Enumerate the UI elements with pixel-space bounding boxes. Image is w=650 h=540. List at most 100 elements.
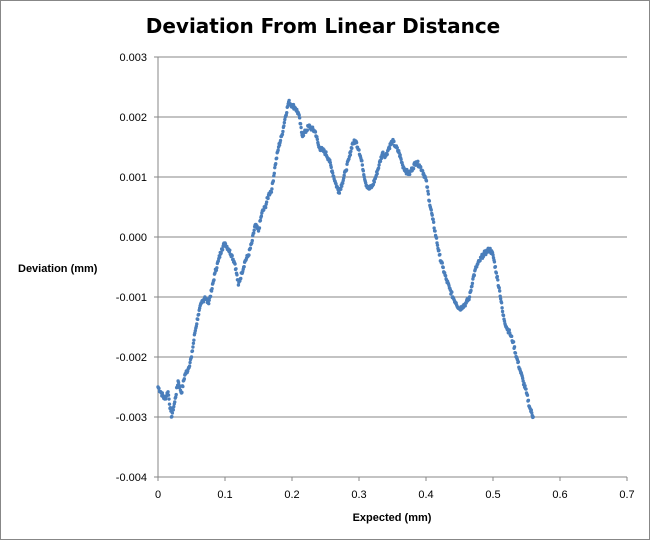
data-point: [524, 387, 528, 391]
data-point: [210, 286, 214, 291]
data-point: [157, 386, 161, 391]
data-point: [239, 276, 243, 281]
data-point: [301, 133, 306, 138]
x-tick-label: 0.4: [418, 489, 433, 501]
data-point: [263, 205, 268, 210]
y-tick-label: -0.003: [116, 412, 147, 424]
data-point: [469, 288, 473, 293]
x-tick-labels: 0 0.1 0.2 0.3 0.4 0.5 0.6 0.7: [155, 489, 635, 501]
data-point: [341, 181, 345, 185]
data-point: [381, 150, 385, 154]
data-point: [516, 360, 521, 364]
data-point: [277, 143, 282, 147]
data-point: [342, 173, 346, 178]
data-point: [233, 262, 237, 266]
data-point: [362, 175, 366, 179]
data-point: [220, 247, 225, 252]
data-point: [180, 390, 184, 395]
data-point: [176, 380, 181, 385]
y-tick-label: 0.000: [119, 232, 147, 244]
data-point: [170, 414, 174, 419]
data-point: [287, 98, 291, 103]
data-point: [501, 313, 506, 318]
data-point: [348, 153, 353, 157]
data-point: [472, 273, 477, 278]
data-point: [297, 113, 301, 117]
data-point: [379, 156, 384, 161]
data-point: [207, 298, 211, 302]
data-point: [385, 152, 389, 157]
x-tick-label: 0.6: [552, 489, 567, 501]
data-point: [282, 120, 287, 125]
data-point: [529, 408, 533, 412]
data-point: [252, 231, 256, 235]
data-point: [264, 200, 269, 204]
data-point: [252, 228, 256, 232]
data-point: [341, 176, 346, 180]
data-point: [191, 341, 196, 346]
data-point: [441, 265, 445, 270]
data-point: [493, 265, 498, 269]
data-point: [378, 159, 383, 163]
data-point: [257, 226, 262, 230]
data-point: [395, 146, 399, 150]
data-point: [259, 214, 264, 218]
data-point: [315, 135, 319, 139]
data-point: [531, 415, 535, 419]
data-point: [426, 192, 431, 196]
data-point: [426, 189, 430, 193]
data-point: [433, 229, 437, 233]
data-points: [156, 98, 535, 420]
data-point: [271, 179, 276, 183]
data-point: [375, 172, 379, 176]
data-point: [283, 117, 287, 122]
data-point: [390, 142, 394, 146]
data-point: [481, 254, 486, 259]
data-point: [411, 166, 416, 171]
x-tick-label: 0.7: [619, 489, 634, 501]
data-point: [357, 148, 361, 152]
x-tick-label: 0.1: [217, 489, 232, 501]
data-point: [298, 122, 303, 126]
data-point: [492, 260, 497, 264]
data-point: [266, 196, 270, 201]
data-point: [171, 408, 176, 412]
data-point: [285, 110, 289, 115]
data-point: [234, 267, 238, 271]
data-point: [218, 255, 222, 259]
data-point: [371, 182, 376, 187]
data-point: [230, 253, 234, 258]
data-point: [172, 404, 176, 409]
data-point: [248, 246, 253, 250]
data-point: [190, 349, 195, 353]
data-point: [440, 261, 444, 265]
x-tick-label: 0.5: [485, 489, 500, 501]
axes: [154, 56, 628, 481]
data-point: [498, 289, 502, 293]
data-point: [424, 179, 429, 183]
data-point: [498, 297, 503, 301]
y-tick-label: -0.004: [116, 472, 147, 484]
data-point: [339, 187, 343, 191]
data-point: [349, 149, 353, 154]
data-point: [181, 384, 185, 389]
data-point: [315, 137, 320, 142]
data-point: [427, 199, 432, 203]
data-point: [297, 116, 302, 120]
data-point: [430, 213, 434, 217]
data-point: [170, 411, 175, 415]
data-point: [313, 130, 318, 134]
data-point: [344, 168, 349, 172]
data-point: [173, 400, 177, 404]
data-point: [278, 138, 283, 143]
data-point: [377, 163, 381, 167]
data-point: [500, 306, 504, 310]
data-point: [247, 253, 251, 257]
data-point: [274, 162, 278, 166]
data-point: [282, 124, 286, 128]
data-point: [398, 153, 402, 157]
data-point: [432, 226, 436, 230]
data-point: [189, 355, 194, 359]
data-point: [399, 157, 403, 162]
